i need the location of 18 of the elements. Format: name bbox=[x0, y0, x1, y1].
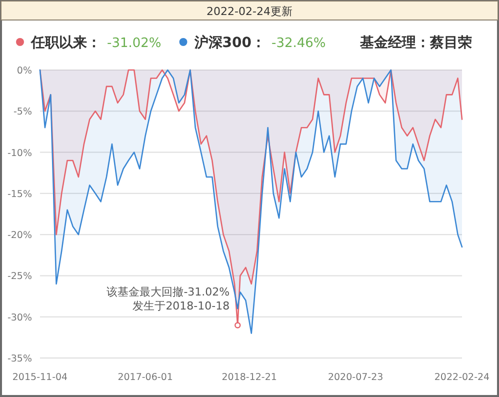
y-tick-label: -5% bbox=[14, 106, 32, 118]
y-tick-label: -15% bbox=[7, 188, 32, 200]
y-tick-label: -30% bbox=[7, 312, 32, 324]
x-tick-label: 2020-07-23 bbox=[328, 372, 384, 383]
chart-title: 2022-02-24更新 bbox=[206, 5, 292, 18]
x-tick-label: 2015-11-04 bbox=[12, 372, 68, 383]
legend-label: 沪深300： bbox=[193, 34, 266, 51]
annotation: 该基金最大回撤-31.02% 发生于2018-10-18 bbox=[106, 285, 230, 312]
x-tick-label: 2018-12-21 bbox=[222, 372, 277, 383]
x-tick-label: 2022-02-24 bbox=[434, 372, 490, 383]
y-tick-label: -10% bbox=[7, 148, 32, 159]
y-tick-label: -35% bbox=[7, 354, 32, 364]
chart-subtitle: 基金经理：蔡目荣 bbox=[359, 35, 472, 51]
y-tick-label: -25% bbox=[7, 271, 32, 282]
y-tick-label: -20% bbox=[7, 230, 32, 242]
y-tick-label: 0% bbox=[16, 66, 32, 76]
legend-label: 任职以来： bbox=[30, 35, 101, 51]
x-tick-label: 2017-06-01 bbox=[118, 372, 173, 383]
